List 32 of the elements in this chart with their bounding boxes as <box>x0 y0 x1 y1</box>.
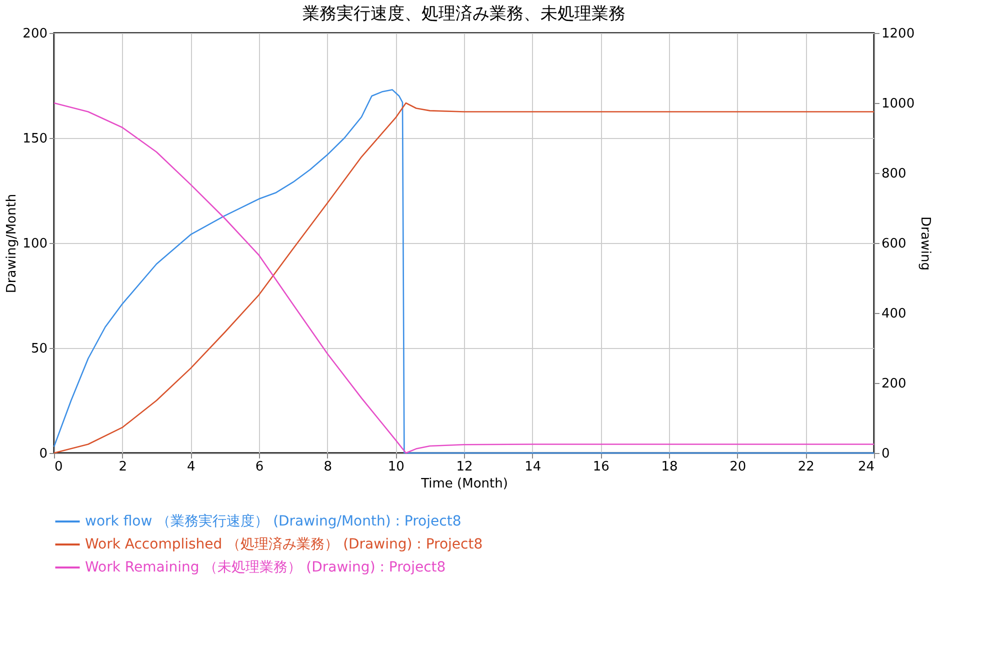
x-tick-label: 10 <box>388 460 404 474</box>
x-tick-label: 12 <box>456 460 473 474</box>
y-tick-label: 50 <box>30 342 48 356</box>
x-axis-title: Time (Month) <box>420 476 508 492</box>
y2-tick-label: 1000 <box>882 96 915 112</box>
y2-tick-label: 1200 <box>882 26 915 42</box>
x-tick-label: 24 <box>858 460 874 474</box>
legend-label: Work Accomplished （処理済み業務） (Drawing) : Project8 <box>85 536 483 552</box>
x-tick-label: 2 <box>118 460 127 474</box>
y2-axis-title: Drawing <box>918 216 933 271</box>
legend-label: work flow （業務実行速度） (Drawing/Month) : Project8 <box>85 514 462 530</box>
y2-tick-label: 800 <box>882 166 906 182</box>
y2-tick-label: 200 <box>882 376 906 392</box>
y-tick-label: 200 <box>22 26 48 42</box>
x-tick-label: 22 <box>798 460 814 474</box>
y2-tick-label: 600 <box>882 236 906 252</box>
x-tick-label: 8 <box>324 460 332 474</box>
y-tick-label: 100 <box>22 236 48 252</box>
x-tick-label: 14 <box>524 460 542 474</box>
x-tick-label: 4 <box>187 460 196 474</box>
x-tick-label: 20 <box>730 460 746 474</box>
x-tick-label: 18 <box>661 460 678 474</box>
y2-tick-label: 400 <box>882 306 906 322</box>
x-tick-label: 0 <box>54 460 63 474</box>
y-axis-title: Drawing/Month <box>4 194 20 294</box>
chart-title: 業務実行速度、処理済み業務、未処理業務 <box>302 4 626 24</box>
y-tick-label: 0 <box>39 446 48 462</box>
x-tick-label: 6 <box>255 460 264 474</box>
y2-tick-label: 0 <box>882 446 890 462</box>
x-tick-label: 16 <box>592 460 610 474</box>
y-tick-label: 150 <box>22 132 48 146</box>
legend-label: Work Remaining （未処理業務） (Drawing) : Project8 <box>85 560 446 576</box>
